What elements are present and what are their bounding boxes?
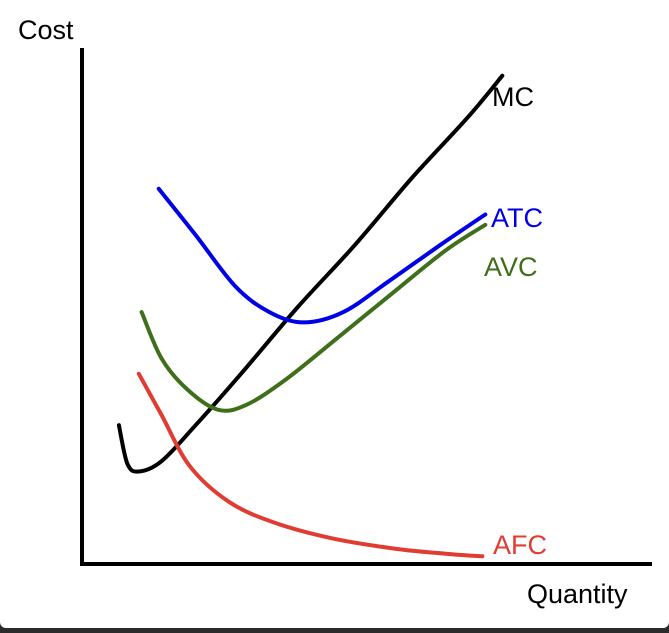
x-axis-label: Quantity xyxy=(527,579,628,609)
series-line-atc xyxy=(156,186,488,325)
series-line-mc xyxy=(116,73,505,474)
series-label-atc: ATC xyxy=(491,203,543,233)
series-label-avc: AVC xyxy=(484,252,538,282)
series-label-mc: MC xyxy=(492,82,534,112)
series-line-avc xyxy=(139,222,488,413)
series-layer xyxy=(116,73,505,559)
series-line-afc xyxy=(136,371,485,559)
y-axis-label: Cost xyxy=(18,15,74,45)
series-label-afc: AFC xyxy=(493,530,547,560)
